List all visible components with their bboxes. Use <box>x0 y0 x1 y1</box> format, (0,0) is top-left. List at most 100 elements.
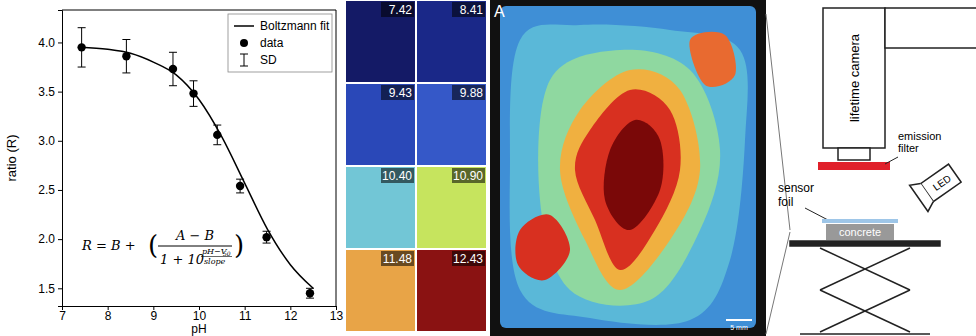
error-bar-cap <box>306 298 314 299</box>
data-point <box>306 289 314 297</box>
foil-label: sensorfoil <box>778 181 814 209</box>
error-bar-cap <box>306 288 314 289</box>
scale-bar-label: 5 mm <box>730 324 748 331</box>
region-red <box>575 89 681 270</box>
y-tick-mark <box>58 288 62 289</box>
region-orange <box>689 32 736 87</box>
sample-area <box>500 6 756 328</box>
y-tick: 4.0 <box>38 36 62 50</box>
chart: 789101112131.52.02.53.03.54.0pHratio (R)… <box>4 10 343 336</box>
y-axis: 1.5 2.0 2.5 3.0 3.5 4.0 <box>38 11 62 307</box>
error-bar-cap <box>78 27 86 28</box>
x-tick: 10 <box>193 306 207 323</box>
setup-diagram: LED <box>766 8 976 334</box>
error-bar <box>78 28 86 67</box>
legend: Boltzmann fitdataSD <box>228 14 332 72</box>
error-bar <box>190 81 198 107</box>
error-bar-cap <box>190 106 198 107</box>
legend-label: SD <box>260 53 277 67</box>
error-bar-cap <box>169 85 177 86</box>
filter-pointer <box>885 157 898 164</box>
swatch <box>417 84 486 165</box>
y-tick: 3.0 <box>38 134 62 148</box>
formula-paren: ) <box>234 230 244 260</box>
error-bar-cap <box>263 231 271 232</box>
formula-numerator: A − B <box>175 228 214 243</box>
lift-arm <box>820 248 910 290</box>
y-tick-mark <box>58 141 62 142</box>
y-tick: 2.5 <box>38 183 62 197</box>
error-bar-cap <box>169 52 177 53</box>
swatch <box>417 1 486 82</box>
panel-label: A <box>494 3 505 20</box>
swatch-label-bg <box>381 168 414 183</box>
swatch-label-bg <box>452 85 485 100</box>
swatch-label-bg <box>452 2 485 17</box>
formula-paren: ( <box>148 230 158 260</box>
x-axis: 78910111213 <box>59 306 343 323</box>
y-tick-label: 2.5 <box>38 183 55 197</box>
led-label: LED <box>931 173 953 193</box>
swatch-label: 12.43 <box>453 252 483 266</box>
y-tick-mark <box>58 42 62 43</box>
x-tick-label: 11 <box>239 309 252 323</box>
sensor-foil <box>822 219 898 223</box>
x-tick: 8 <box>105 306 112 323</box>
y-tick-mark <box>58 190 62 191</box>
image-background <box>490 0 766 336</box>
concrete-block <box>826 224 894 240</box>
swatch <box>417 167 486 248</box>
formula: R = B +(A − B1 + 10pH−V50slope) <box>81 228 244 267</box>
legend-marker <box>240 39 248 47</box>
error-bar <box>306 288 314 298</box>
y-axis-line <box>58 11 63 307</box>
data-point <box>213 131 221 139</box>
y-tick: 2.0 <box>38 232 62 246</box>
region-red <box>515 214 570 280</box>
swatch-label-bg <box>381 251 414 266</box>
error-bar-cap <box>78 67 86 68</box>
foil-pointer <box>805 208 828 220</box>
led: LED <box>910 160 964 211</box>
x-tick-label: 7 <box>59 309 66 323</box>
error-bar-cap <box>263 243 271 244</box>
swatch <box>346 250 415 331</box>
swatch <box>346 84 415 165</box>
zoom-line <box>766 232 790 334</box>
formula-denominator: 1 + 10 <box>160 252 204 267</box>
legend-line <box>234 25 254 27</box>
error-bar-cap <box>190 80 198 81</box>
y-tick-label: 2.0 <box>38 232 55 246</box>
x-tick: 9 <box>150 306 157 323</box>
legend-label: Boltzmann fit <box>260 19 330 33</box>
data-point <box>236 182 244 190</box>
filter-label: emissionfilter <box>898 130 941 154</box>
data-point <box>189 89 197 97</box>
y-tick-label: 3.5 <box>38 85 55 99</box>
y-tick-label: 4.0 <box>38 36 55 50</box>
legend-error-cap <box>240 54 248 55</box>
formula-exp-denominator: slope <box>204 257 226 266</box>
error-bar-cap <box>122 39 130 40</box>
error-bar <box>236 179 244 193</box>
y-tick: 3.5 <box>38 85 62 99</box>
swatch-label: 7.42 <box>389 3 413 17</box>
frame-top <box>62 10 336 11</box>
lift-arm <box>820 290 910 332</box>
y-tick: 1.5 <box>38 282 62 296</box>
data-point <box>122 52 130 60</box>
camera-body <box>823 8 885 148</box>
x-tick: 11 <box>239 306 252 323</box>
error-bar <box>169 52 177 85</box>
legend-error-stem <box>244 54 245 66</box>
figure: 789101112131.52.02.53.03.54.0pHratio (R)… <box>0 0 976 336</box>
error-bar-cap <box>122 72 130 73</box>
y-tick-label: 3.0 <box>38 134 55 148</box>
swatch-label-bg <box>452 168 485 183</box>
legend-error-cap <box>240 66 248 67</box>
swatch <box>417 250 486 331</box>
legend-box <box>228 14 332 72</box>
y-tick-mark <box>58 239 62 240</box>
x-tick: 12 <box>284 306 298 323</box>
swatch-label: 10.40 <box>382 169 412 183</box>
